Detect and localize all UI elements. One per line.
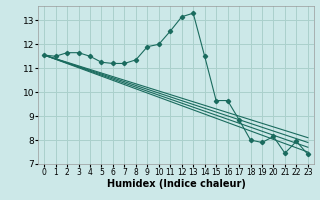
X-axis label: Humidex (Indice chaleur): Humidex (Indice chaleur) (107, 179, 245, 189)
